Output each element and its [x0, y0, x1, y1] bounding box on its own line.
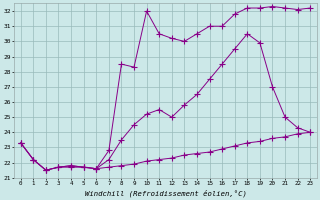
X-axis label: Windchill (Refroidissement éolien,°C): Windchill (Refroidissement éolien,°C) [84, 189, 246, 197]
